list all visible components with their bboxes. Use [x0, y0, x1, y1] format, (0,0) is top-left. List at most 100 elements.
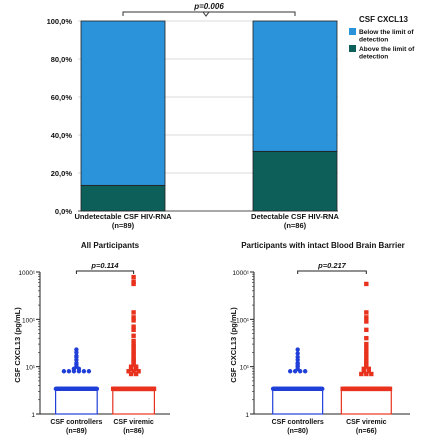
data-point — [295, 347, 300, 352]
legend-label-above: Above the limit of detection — [359, 46, 415, 61]
data-point — [61, 369, 67, 374]
data-point — [364, 281, 369, 287]
data-point — [131, 351, 136, 356]
data-point — [76, 369, 82, 374]
data-point — [128, 366, 134, 372]
x-category-n: (n=86) — [284, 221, 307, 230]
data-point — [86, 369, 92, 374]
data-point — [364, 349, 369, 354]
data-point — [364, 315, 369, 320]
y-tick-label: 100,0% — [47, 17, 73, 26]
data-point — [320, 386, 325, 392]
p-value-label: p=0.114 — [90, 261, 119, 270]
median-bar — [112, 388, 156, 415]
data-point — [131, 324, 136, 329]
x-category-label: Detectable CSF HIV-RNA — [251, 212, 340, 221]
scatter-panel-all: All Participants CSF CXCL13 (pg/mL) 1 10¹… — [13, 241, 170, 435]
y-tick-label: 20,0% — [51, 169, 73, 178]
y-axis-label-bbb: CSF CXCL13 (pg/mL) — [229, 307, 238, 383]
stacked-bars — [80, 20, 338, 212]
data-point — [387, 386, 393, 392]
data-point — [364, 310, 369, 315]
y-tick-label: 60,0% — [51, 93, 73, 102]
x-category-label: CSF viremic — [113, 419, 154, 426]
x-category-label: CSF controllers — [272, 419, 324, 426]
median-bar — [340, 388, 392, 415]
data-point — [71, 369, 77, 374]
data-point — [74, 350, 79, 355]
scatter-panel-bbb: Participants with intact Blood Brain Bar… — [229, 241, 410, 435]
legend-label-below: Below the limit of detection — [359, 29, 414, 44]
y-tick-label: 0,0% — [55, 207, 72, 216]
x-category-n: (n=86) — [123, 428, 144, 435]
significance-bracket — [75, 270, 135, 274]
bracket-notch — [202, 11, 210, 17]
data-point — [131, 346, 136, 351]
stacked-bar-segment — [80, 184, 166, 212]
data-point — [364, 341, 369, 347]
data-point — [133, 366, 139, 372]
stacked-bar-chart: 0,0% 20,0% 40,0% 60,0% 80,0% 100,0% Undetecta… — [47, 2, 416, 230]
data-point — [364, 319, 369, 324]
x-category-n: (n=89) — [66, 428, 87, 435]
data-point — [292, 369, 298, 374]
data-point — [66, 369, 72, 374]
data-point — [131, 327, 136, 333]
data-point — [361, 366, 367, 372]
data-point — [131, 362, 136, 367]
y-tick-label: 1 — [245, 412, 249, 419]
data-point — [295, 357, 300, 362]
data-point — [302, 369, 308, 374]
scatter-plot-bbb: 1 10¹ 100¹ 1000¹ CSF controllers (n=80) CSF vi… — [232, 261, 410, 435]
data-point — [364, 352, 369, 357]
legend-title: CSF CXCL13 — [359, 15, 408, 24]
y-tick-label: 1000¹ — [232, 270, 249, 277]
stacked-significance-bracket: p=0.006 — [122, 2, 296, 17]
legend-swatch-above — [349, 45, 356, 52]
y-tick-label: 40,0% — [51, 131, 73, 140]
data-point — [297, 369, 303, 374]
data-point — [131, 344, 136, 349]
significance-bracket — [297, 270, 367, 274]
y-tick-label: 10¹ — [26, 365, 36, 372]
data-point — [131, 315, 136, 320]
data-point — [131, 318, 136, 323]
data-point — [131, 274, 136, 280]
data-point — [126, 369, 131, 374]
y-tick-label: 1000¹ — [18, 270, 35, 277]
data-point — [128, 371, 134, 377]
data-point — [133, 371, 139, 377]
stacked-bar-segment — [80, 20, 166, 186]
data-point — [94, 386, 100, 392]
stacked-x-labels: Undetectable CSF HIV-RNA(n=89) Detectable… — [74, 212, 339, 230]
data-point — [74, 357, 79, 362]
median-bar — [272, 388, 324, 415]
legend-swatch-below — [349, 28, 356, 35]
data-point — [151, 386, 157, 392]
data-point — [81, 369, 87, 374]
stacked-bar-segment — [252, 20, 338, 152]
median-bar — [54, 388, 98, 415]
data-point — [136, 369, 141, 374]
data-point — [369, 371, 374, 377]
y-tick-label: 10¹ — [240, 365, 250, 372]
scatter-plot-all: 1 10¹ 100¹ 1000¹ CSF controllers (n=89) CSF vi… — [18, 261, 170, 435]
data-point — [295, 351, 300, 356]
x-category-n: (n=66) — [356, 428, 377, 435]
data-point — [364, 327, 369, 333]
stacked-bar-segment — [252, 150, 338, 212]
y-tick-label: 80,0% — [51, 55, 73, 64]
stacked-legend: CSF CXCL13 Below the limit of detection A… — [349, 15, 415, 61]
data-point — [364, 335, 369, 341]
data-point — [366, 366, 372, 372]
data-point — [131, 353, 136, 358]
y-tick-label: 100¹ — [22, 317, 36, 324]
stacked-y-tick-labels: 0,0% 20,0% 40,0% 60,0% 80,0% 100,0% — [47, 17, 73, 216]
data-point — [364, 364, 369, 369]
data-point — [131, 281, 136, 287]
data-point — [131, 310, 136, 315]
data-point — [131, 369, 136, 374]
data-point — [359, 371, 364, 377]
